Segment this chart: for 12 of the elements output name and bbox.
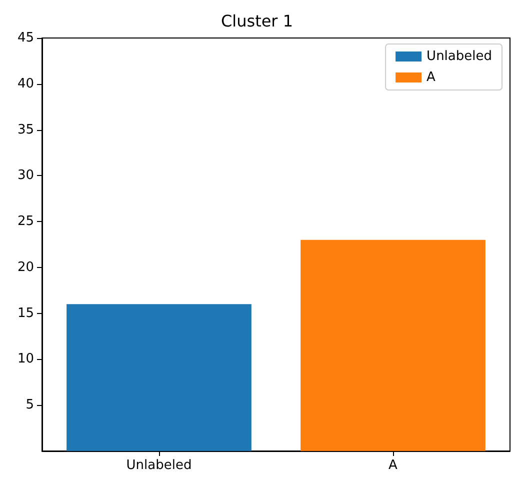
y-tick-label: 20: [17, 260, 34, 275]
y-tick-label: 35: [17, 122, 34, 138]
y-tick-label: 5: [26, 398, 34, 413]
chart-title: Cluster 1: [220, 12, 294, 30]
y-tick-label: 10: [17, 352, 34, 367]
y-tick-label: 45: [17, 30, 34, 46]
y-tick-label: 25: [17, 214, 34, 230]
legend-label: Unlabeled: [426, 49, 492, 64]
y-tick-label: 40: [17, 76, 34, 92]
y-tick-label: 30: [17, 168, 34, 184]
y-tick-label: 15: [17, 306, 34, 321]
legend-label: A: [426, 70, 436, 85]
